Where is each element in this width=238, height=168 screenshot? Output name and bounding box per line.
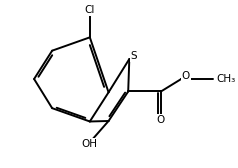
- Text: O: O: [182, 71, 190, 81]
- Text: OH: OH: [82, 139, 98, 149]
- Text: S: S: [130, 51, 137, 61]
- Text: Cl: Cl: [85, 5, 95, 15]
- Text: CH₃: CH₃: [216, 74, 235, 84]
- Text: O: O: [157, 115, 165, 125]
